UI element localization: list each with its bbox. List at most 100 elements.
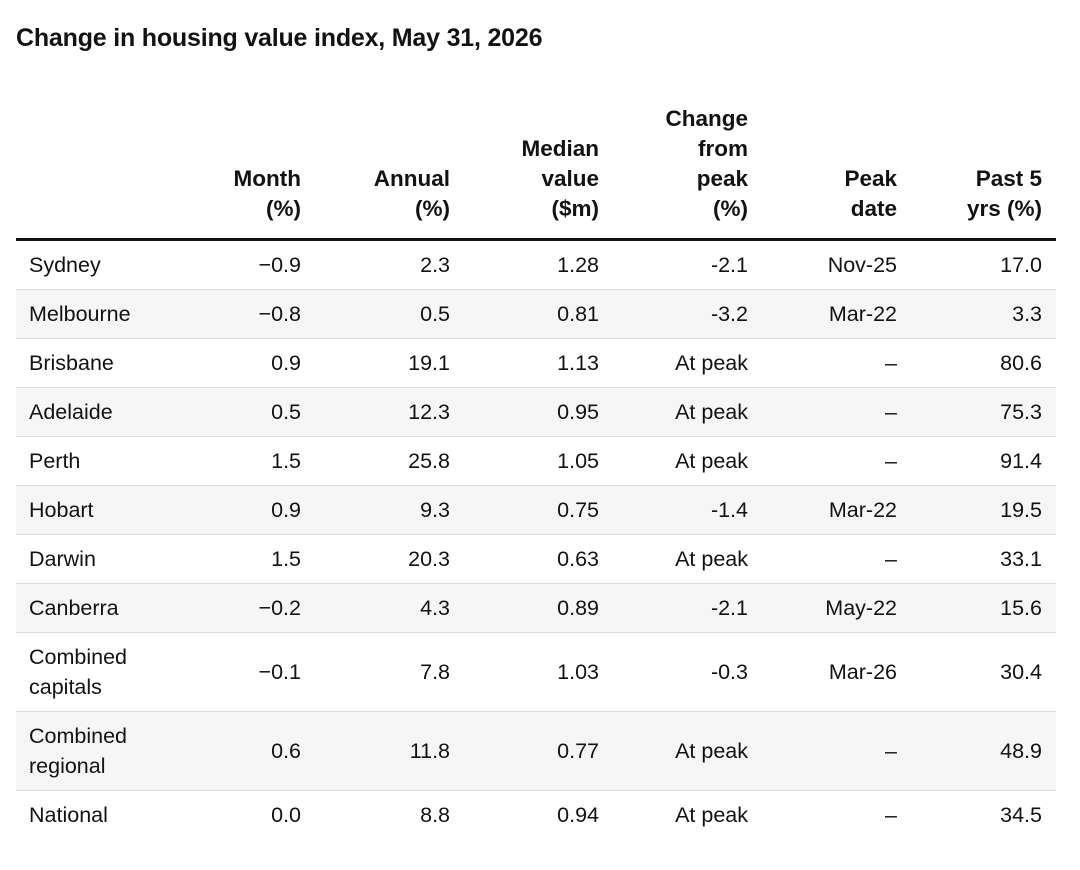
cell-peak_date: –: [762, 436, 911, 486]
cell-from_peak: -2.1: [613, 239, 762, 290]
cell-annual: 7.8: [315, 632, 464, 712]
table-row: Perth 1.5 25.8 1.05 At peak –91.4: [16, 436, 1056, 486]
table-row: Hobart 0.9 9.3 0.75 -1.4 Mar-22 19.5: [16, 485, 1056, 535]
column-header-line: from: [698, 136, 748, 161]
table-row: National 0.0 8.8 0.94 At peak – 34.5: [16, 791, 1056, 840]
table-row: Adelaide 0.5 12.3 0.95 At peak –75.3: [16, 387, 1056, 437]
cell-from_peak: -3.2: [613, 289, 762, 339]
cell-peak_date: Mar-22: [762, 289, 911, 339]
table-row: Melbourne −0.8 0.5 0.81 -3.2 Mar-22 3.3: [16, 289, 1056, 339]
column-header-line: (%): [266, 196, 301, 221]
cell-month: 0.9: [166, 485, 315, 535]
cell-region: Darwin: [16, 534, 166, 584]
cell-median: 0.63: [464, 534, 613, 584]
column-header-past5: Past 5 yrs (%): [911, 104, 1056, 241]
column-header-line: date: [850, 196, 897, 221]
cell-month: −0.2: [166, 583, 315, 633]
cell-past5: 30.4: [911, 632, 1056, 712]
cell-peak_date: Mar-26: [762, 632, 911, 712]
cell-region: Sydney: [16, 239, 166, 290]
cell-annual: 20.3: [315, 534, 464, 584]
column-header-line: value: [541, 166, 599, 191]
table-row: Darwin 1.5 20.3 0.63 At peak –33.1: [16, 534, 1056, 584]
cell-peak_date: –: [762, 338, 911, 388]
cell-from_peak: At peak: [613, 387, 762, 437]
cell-past5: 75.3: [911, 387, 1056, 437]
cell-median: 0.94: [557, 803, 599, 827]
cell-annual: 12.3: [315, 387, 464, 437]
column-header-month: Month (%): [166, 104, 315, 241]
cell-annual: 4.3: [315, 583, 464, 633]
cell-annual: 8.8: [420, 803, 450, 827]
cell-month: 0.5: [166, 387, 315, 437]
column-header-line: Past 5: [975, 166, 1042, 191]
cell-month: 1.5: [166, 436, 315, 486]
cell-past5: 34.5: [1000, 803, 1042, 827]
cell-peak_date: –: [762, 387, 911, 437]
column-header-line: ($m): [551, 196, 599, 221]
cell-from_peak: At peak: [675, 803, 748, 827]
cell-month: 0.0: [271, 803, 301, 827]
cell-peak_date: –: [762, 711, 911, 791]
column-header-line: Annual: [373, 166, 450, 191]
table-row: Canberra −0.2 4.3 0.89 -2.1 May-22 15.6: [16, 583, 1056, 633]
column-header-line: yrs (%): [966, 196, 1042, 221]
column-header-line: (%): [415, 196, 450, 221]
cell-median: 0.95: [464, 387, 613, 437]
cell-annual: 19.1: [315, 338, 464, 388]
cell-past5: 91.4: [911, 436, 1056, 486]
table-header-row: Month (%) Annual (%) Median value ($m) Change fr…: [16, 104, 1056, 241]
table-body: Sydney −0.9 2.3 1.28 -2.1 Nov-25 17.0 Melbourne…: [16, 239, 1056, 840]
cell-annual: 9.3: [315, 485, 464, 535]
cell-past5: 19.5: [911, 485, 1056, 535]
cell-median: 1.05: [464, 436, 613, 486]
column-header-line: peak: [696, 166, 748, 191]
cell-from_peak: -2.1: [613, 583, 762, 633]
cell-past5: 15.6: [911, 583, 1056, 633]
table-row: Combined capitals −0.1 7.8 1.03 -0.3 Mar-26 30…: [16, 632, 1056, 712]
cell-peak_date: Nov-25: [762, 239, 911, 290]
cell-region: Perth: [16, 436, 166, 486]
cell-annual: 25.8: [315, 436, 464, 486]
cell-region: Combined regional: [16, 711, 166, 791]
cell-region: Brisbane: [16, 338, 166, 388]
cell-month: −0.9: [166, 239, 315, 290]
cell-median: 0.75: [464, 485, 613, 535]
cell-peak_date: May-22: [762, 583, 911, 633]
cell-region: Canberra: [16, 583, 166, 633]
cell-region: Hobart: [16, 485, 166, 535]
cell-peak_date: –: [762, 534, 911, 584]
cell-annual: 11.8: [315, 711, 464, 791]
cell-median: 0.81: [464, 289, 613, 339]
cell-median: 1.28: [464, 239, 613, 290]
cell-annual: 2.3: [315, 239, 464, 290]
column-header-line: Change: [665, 106, 748, 131]
cell-from_peak: At peak: [613, 436, 762, 486]
cell-past5: 17.0: [911, 239, 1056, 290]
cell-median: 0.89: [464, 583, 613, 633]
cell-past5: 3.3: [911, 289, 1056, 339]
table-row: Sydney −0.9 2.3 1.28 -2.1 Nov-25 17.0: [16, 239, 1056, 290]
cell-from_peak: -0.3: [613, 632, 762, 712]
column-header-region: [16, 104, 166, 241]
cell-past5: 48.9: [911, 711, 1056, 791]
cell-past5: 80.6: [911, 338, 1056, 388]
column-header-line: (%): [713, 196, 748, 221]
cell-region: Combined capitals: [16, 632, 166, 712]
cell-month: 1.5: [166, 534, 315, 584]
column-header-median: Median value ($m): [464, 104, 613, 241]
cell-from_peak: -1.4: [613, 485, 762, 535]
cell-from_peak: At peak: [613, 711, 762, 791]
cell-peak_date: –: [885, 803, 897, 827]
cell-median: 0.77: [464, 711, 613, 791]
cell-median: 1.13: [464, 338, 613, 388]
chart-title: Change in housing value index, May 31, 2…: [16, 24, 543, 52]
cell-past5: 33.1: [911, 534, 1056, 584]
cell-region: Adelaide: [16, 387, 166, 437]
housing-value-table: Month (%) Annual (%) Median value ($m) Change fr…: [16, 104, 1056, 839]
column-header-peak_date: Peak date: [762, 104, 911, 241]
cell-region: National: [29, 803, 108, 827]
table-row: Combined regional 0.6 11.8 0.77 At peak –48.9: [16, 711, 1056, 791]
column-header-line: Peak: [844, 166, 897, 191]
cell-region: Melbourne: [16, 289, 166, 339]
